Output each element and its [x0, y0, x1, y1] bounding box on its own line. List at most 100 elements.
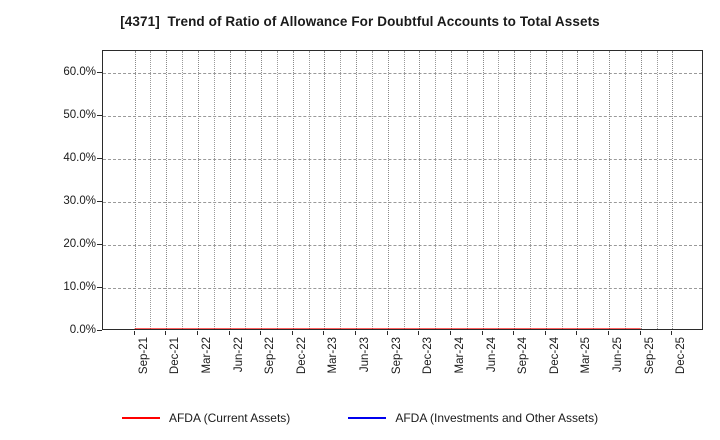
gridline-vertical-minor: [182, 51, 184, 329]
gridline-vertical-minor: [656, 51, 658, 329]
x-tick-label: Sep-23: [390, 337, 403, 375]
x-tick-label: Mar-23: [327, 337, 340, 374]
y-tick-mark: [97, 157, 102, 159]
x-tick-mark: [260, 331, 262, 335]
gridline-vertical: [229, 51, 231, 329]
gridline-vertical: [356, 51, 358, 329]
gridline-vertical: [577, 51, 579, 329]
gridline-horizontal: [103, 72, 702, 74]
x-tick-mark: [481, 331, 483, 335]
x-tick-label: Jun-25: [612, 337, 625, 373]
x-tick-label: Mar-25: [580, 337, 593, 374]
chart-legend: AFDA (Current Assets) AFDA (Investments a…: [0, 406, 720, 430]
x-tick-mark: [418, 331, 420, 335]
gridline-vertical: [197, 51, 199, 329]
legend-item[interactable]: AFDA (Current Assets): [121, 411, 291, 425]
y-tick-label: 10.0%: [63, 280, 96, 293]
gridline-vertical: [292, 51, 294, 329]
gridline-vertical-minor: [530, 51, 532, 329]
y-tick-label: 40.0%: [63, 151, 96, 164]
gridline-vertical: [324, 51, 326, 329]
y-tick-label: 60.0%: [63, 65, 96, 78]
x-tick-label: Jun-24: [485, 337, 498, 373]
x-tick-mark: [196, 331, 198, 335]
series-svg: [134, 328, 641, 329]
x-tick-label: Mar-22: [200, 337, 213, 374]
gridline-vertical-minor: [403, 51, 405, 329]
x-tick-label: Jun-22: [232, 337, 245, 373]
gridline-horizontal: [103, 158, 702, 160]
gridline-vertical: [166, 51, 168, 329]
gridline-vertical: [672, 51, 674, 329]
gridline-vertical: [482, 51, 484, 329]
x-tick-label: Dec-25: [675, 337, 688, 375]
gridline-vertical-minor: [593, 51, 595, 329]
chart-title: [4371] Trend of Ratio of Allowance For D…: [120, 14, 600, 29]
gridline-vertical-minor: [276, 51, 278, 329]
x-axis: Sep-21 Dec-21 Mar-22 Jun-22 Sep-22 Dec-22 Mar-…: [102, 331, 703, 401]
gridline-vertical: [609, 51, 611, 329]
gridline-vertical-minor: [150, 51, 152, 329]
gridline-vertical: [514, 51, 516, 329]
gridline-vertical-minor: [245, 51, 247, 329]
gridline-horizontal: [103, 244, 702, 246]
gridline-vertical-minor: [466, 51, 468, 329]
gridline-vertical-minor: [561, 51, 563, 329]
x-tick-mark: [671, 331, 673, 335]
x-tick-label: Dec-22: [295, 337, 308, 375]
x-tick-mark: [386, 331, 388, 335]
gridline-vertical: [640, 51, 642, 329]
y-tick-label: 20.0%: [63, 237, 96, 250]
gridline-horizontal: [103, 287, 702, 289]
x-tick-label: Sep-22: [264, 337, 277, 375]
x-tick-mark: [323, 331, 325, 335]
x-tick-label: Dec-21: [169, 337, 182, 375]
legend-label: AFDA (Investments and Other Assets): [395, 411, 599, 425]
gridline-vertical: [387, 51, 389, 329]
x-tick-mark: [291, 331, 293, 335]
x-tick-label: Mar-24: [453, 337, 466, 374]
gridline-vertical: [261, 51, 263, 329]
x-tick-mark: [449, 331, 451, 335]
gridline-vertical: [450, 51, 452, 329]
y-tick-mark: [97, 330, 102, 331]
x-tick-mark: [608, 331, 610, 335]
x-tick-mark: [355, 331, 357, 335]
y-tick-mark: [97, 243, 102, 245]
y-tick-label: 50.0%: [63, 108, 96, 121]
gridline-horizontal: [103, 201, 702, 203]
x-tick-mark: [513, 331, 515, 335]
x-tick-label: Dec-23: [422, 337, 435, 375]
y-tick-mark: [97, 114, 102, 116]
gridline-vertical: [419, 51, 421, 329]
x-tick-label: Dec-24: [548, 337, 561, 375]
x-tick-label: Sep-24: [517, 337, 530, 375]
gridline-horizontal: [103, 115, 702, 117]
gridline-vertical-minor: [624, 51, 626, 329]
gridline-vertical-minor: [498, 51, 500, 329]
legend-item[interactable]: AFDA (Investments and Other Assets): [348, 411, 598, 425]
plot-area: [102, 50, 703, 330]
legend-swatch-icon: [348, 417, 387, 419]
y-tick-label: 0.0%: [69, 324, 96, 336]
gridline-vertical-minor: [213, 51, 215, 329]
gridline-vertical-minor: [371, 51, 373, 329]
y-tick-mark: [97, 200, 102, 202]
y-tick-label: 30.0%: [63, 194, 96, 207]
gridline-vertical-minor: [340, 51, 342, 329]
legend-swatch-icon: [121, 417, 160, 419]
x-tick-mark: [228, 331, 230, 335]
x-tick-label: Sep-25: [643, 337, 656, 375]
x-tick-mark: [544, 331, 546, 335]
legend-label: AFDA (Current Assets): [168, 411, 291, 425]
x-tick-mark: [165, 331, 167, 335]
y-tick-mark: [97, 286, 102, 288]
gridline-vertical-minor: [308, 51, 310, 329]
x-tick-label: Sep-21: [137, 337, 150, 375]
y-axis: 0.0% 10.0% 20.0% 30.0% 40.0% 50.0% 60.0%: [6, 50, 96, 336]
y-tick-mark: [97, 71, 102, 73]
x-tick-mark: [639, 331, 641, 335]
gridline-vertical-minor: [435, 51, 437, 329]
gridline-vertical: [545, 51, 547, 329]
